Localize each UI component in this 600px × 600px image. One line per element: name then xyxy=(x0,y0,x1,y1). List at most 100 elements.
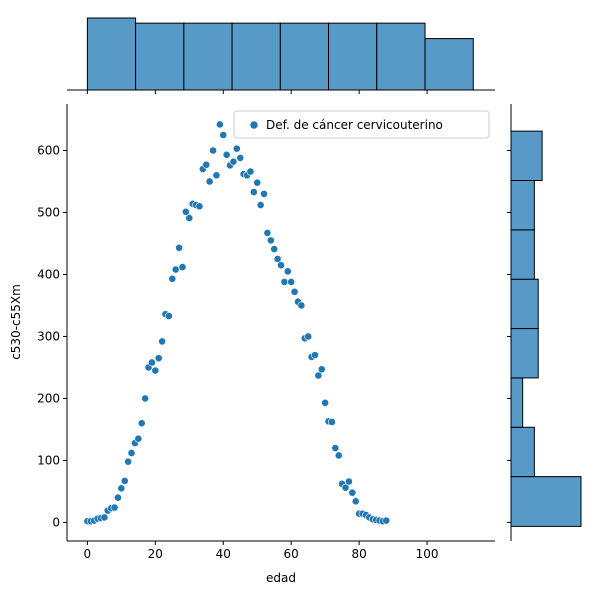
scatter-point xyxy=(270,245,279,253)
top-histogram-bar xyxy=(376,22,426,91)
scatter-point xyxy=(314,371,323,380)
x-tick-label: 20 xyxy=(148,547,163,561)
scatter-point xyxy=(321,398,330,407)
top-marginal-ticks xyxy=(86,90,428,94)
scatter-point xyxy=(134,434,143,443)
scatter-point xyxy=(334,451,343,460)
scatter-point xyxy=(351,497,360,506)
right-histogram-bar xyxy=(510,377,524,428)
scatter-point xyxy=(341,483,350,492)
right-histogram-bar xyxy=(510,426,535,478)
scatter-point xyxy=(280,277,289,286)
top-histogram-bar xyxy=(424,38,474,91)
y-tick-label: 300 xyxy=(37,329,60,343)
scatter-point xyxy=(263,229,272,237)
scatter-point xyxy=(141,394,150,403)
scatter-point xyxy=(202,160,211,169)
right-marginal-histogram xyxy=(510,130,582,527)
scatter-point xyxy=(328,418,336,426)
right-histogram-bar xyxy=(510,180,535,231)
y-tick-label: 100 xyxy=(37,453,60,467)
scatter-point xyxy=(345,477,353,486)
y-tick-label: 500 xyxy=(37,205,60,219)
scatter-point xyxy=(209,146,217,155)
scatter-point xyxy=(165,312,173,320)
scatter-point xyxy=(290,287,299,296)
right-histogram-bar xyxy=(510,278,539,330)
scatter-point xyxy=(175,243,183,252)
legend: Def. de cáncer cervicouterino xyxy=(233,110,490,139)
y-tick-label: 600 xyxy=(37,143,60,157)
scatter-point xyxy=(277,261,285,270)
legend-box xyxy=(233,110,490,139)
right-histogram-bar xyxy=(510,229,535,280)
scatter-point xyxy=(304,332,313,341)
x-tick-label: 0 xyxy=(84,547,92,561)
scatter-point xyxy=(137,419,146,428)
scatter-point xyxy=(232,144,241,153)
legend-label: Def. de cáncer cervicouterino xyxy=(266,118,443,132)
scatter-point xyxy=(260,189,268,198)
scatter-point xyxy=(236,154,245,162)
legend-marker xyxy=(249,120,259,130)
scatter-point xyxy=(100,513,109,522)
scatter-point xyxy=(348,488,357,497)
scatter-point xyxy=(154,354,163,363)
scatter-points xyxy=(83,120,391,526)
scatter-point xyxy=(114,493,122,502)
x-tick-label: 60 xyxy=(284,547,299,561)
top-histogram-bar xyxy=(279,22,330,91)
x-tick-label: 100 xyxy=(416,547,439,561)
scatter-point xyxy=(110,503,119,512)
scatter-point xyxy=(148,358,156,367)
x-axis-label: edad xyxy=(266,571,296,585)
scatter-point xyxy=(158,337,167,346)
scatter-point xyxy=(253,178,262,187)
top-histogram-bar xyxy=(328,22,378,91)
scatter-point xyxy=(195,202,204,211)
top-histogram-bar xyxy=(86,17,137,91)
scatter-point xyxy=(117,484,126,493)
right-histogram-bar xyxy=(510,328,539,379)
scatter-point xyxy=(287,277,296,286)
scatter-point xyxy=(382,516,391,525)
scatter-point xyxy=(317,365,326,374)
x-tick-label: 80 xyxy=(351,547,366,561)
top-histogram-bar xyxy=(231,22,281,91)
top-marginal-histogram xyxy=(86,17,474,91)
y-tick-label: 400 xyxy=(37,267,60,281)
scatter-point xyxy=(185,214,194,222)
scatter-point xyxy=(222,150,231,159)
top-histogram-bar xyxy=(183,22,233,91)
scatter-point xyxy=(283,267,292,276)
scatter-point xyxy=(168,274,177,283)
y-axis-ticks: 0 100 200 300 400 500 600 xyxy=(37,143,67,529)
scatter-point xyxy=(171,265,180,274)
scatter-point xyxy=(273,255,282,263)
right-marginal-ticks xyxy=(507,149,511,523)
scatter-point xyxy=(127,449,136,457)
y-axis-label: c530-c55Xm xyxy=(9,284,23,360)
scatter-point xyxy=(229,157,238,166)
scatter-point xyxy=(215,120,224,129)
scatter-point xyxy=(151,366,160,375)
y-tick-label: 0 xyxy=(52,515,60,529)
scatter-point xyxy=(266,236,275,245)
y-tick-label: 200 xyxy=(37,391,60,405)
scatter-point xyxy=(256,201,265,209)
scatter-point xyxy=(311,351,319,359)
right-histogram-bar xyxy=(510,476,582,527)
scatter-point xyxy=(181,207,190,216)
scatter-point xyxy=(120,476,129,485)
x-axis-ticks: 0 20 40 60 80 100 xyxy=(84,541,439,561)
scatter-point xyxy=(178,263,187,271)
scatter-point xyxy=(297,301,306,310)
scatter-point xyxy=(331,444,340,452)
top-histogram-bar xyxy=(135,22,185,91)
scatter-point xyxy=(249,188,258,196)
scatter-point xyxy=(205,177,214,186)
scatter-point xyxy=(124,457,133,466)
scatter-point xyxy=(212,171,221,180)
